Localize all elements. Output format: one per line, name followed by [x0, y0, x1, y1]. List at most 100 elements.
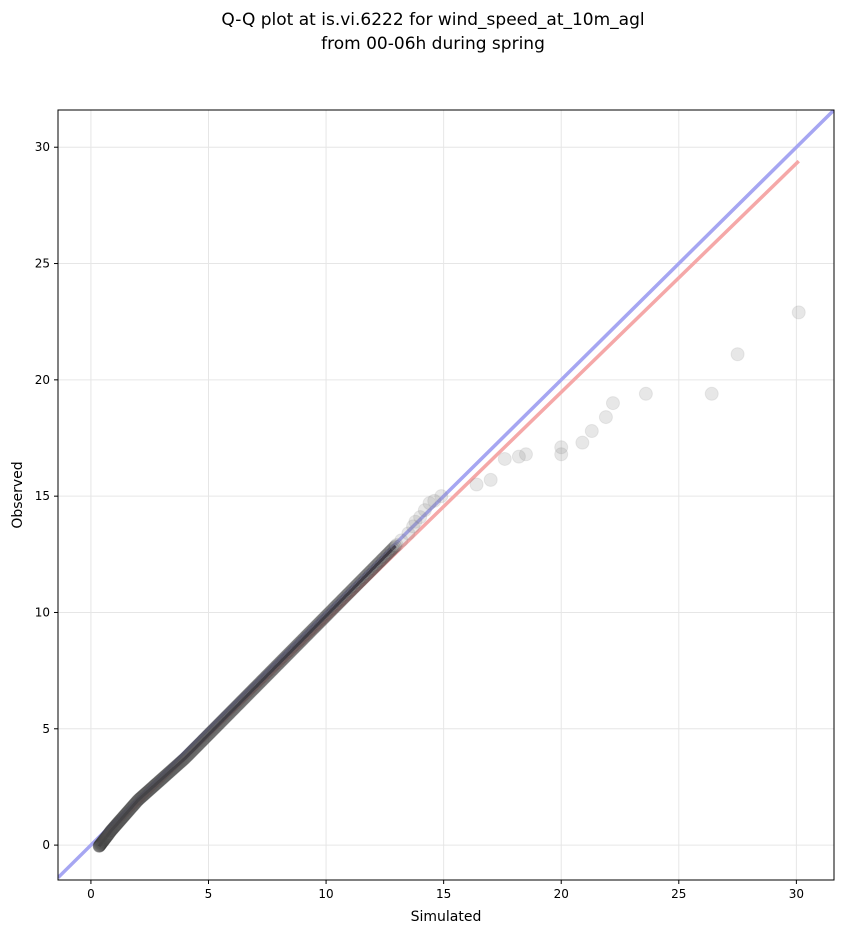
qq-point: [142, 783, 156, 797]
qq-point: [427, 493, 442, 508]
qq-point: [278, 651, 292, 665]
qq-point: [192, 737, 206, 751]
qq-point: [179, 750, 193, 764]
qq-point: [280, 648, 294, 662]
qq-point: [244, 685, 258, 699]
qq-point: [413, 510, 428, 525]
qq-point: [575, 435, 590, 450]
qq-point: [255, 673, 269, 687]
qq-point: [209, 720, 223, 734]
qq-point: [309, 619, 323, 633]
qq-point: [107, 820, 121, 834]
qq-point: [130, 795, 144, 809]
qq-point: [92, 839, 106, 853]
qq-point: [362, 566, 376, 580]
qq-point: [193, 736, 207, 750]
qq-point: [100, 829, 114, 843]
qq-point: [93, 838, 107, 852]
qq-point: [112, 815, 126, 829]
qq-point: [295, 633, 309, 647]
qq-point: [584, 424, 599, 439]
qq-point: [329, 599, 343, 613]
qq-point: [297, 632, 311, 646]
qq-point: [157, 770, 171, 784]
qq-point: [311, 617, 325, 631]
qq-point: [511, 449, 526, 464]
qq-point: [102, 827, 116, 841]
qq-point: [118, 808, 132, 822]
qq-point: [224, 705, 238, 719]
qq-point: [223, 706, 237, 720]
qq-point: [95, 836, 109, 850]
qq-point: [202, 727, 216, 741]
qq-point: [249, 680, 263, 694]
qq-point: [154, 773, 168, 787]
qq-point: [231, 698, 245, 712]
qq-point: [326, 602, 340, 616]
qq-point: [117, 809, 131, 823]
qq-point: [119, 807, 133, 821]
qq-point: [143, 783, 157, 797]
qq-point: [262, 666, 276, 680]
qq-point: [93, 839, 107, 853]
qq-point: [239, 690, 253, 704]
x-tick-label: 10: [318, 887, 333, 901]
qq-point: [347, 581, 361, 595]
qq-point: [518, 447, 533, 462]
qq-point: [204, 725, 218, 739]
qq-point: [186, 743, 200, 757]
qq-point: [101, 828, 115, 842]
qq-point: [170, 759, 184, 773]
x-tick-label: 20: [554, 887, 569, 901]
qq-point: [276, 652, 290, 666]
qq-point: [171, 758, 185, 772]
x-tick-label: 0: [87, 887, 95, 901]
qq-point: [483, 472, 498, 487]
chart-title-line-1: Q-Q plot at is.vi.6222 for wind_speed_at…: [221, 10, 644, 30]
qq-point: [176, 753, 190, 767]
qq-point: [261, 667, 275, 681]
one-to-one-line: [58, 110, 834, 879]
qq-point: [344, 584, 358, 598]
qq-point: [598, 410, 613, 425]
qq-point: [386, 542, 400, 556]
qq-point: [184, 745, 198, 759]
qq-point: [434, 489, 449, 504]
qq-point: [124, 801, 138, 815]
qq-point: [366, 562, 380, 576]
qq-point: [114, 813, 128, 827]
qq-point: [222, 707, 236, 721]
qq-point: [111, 816, 125, 830]
qq-point: [149, 777, 163, 791]
qq-point: [554, 440, 569, 455]
qq-point: [383, 544, 397, 558]
qq-point: [324, 604, 338, 618]
qq-point: [110, 817, 124, 831]
qq-point: [287, 641, 301, 655]
y-tick-label: 5: [42, 722, 50, 736]
qq-point: [155, 772, 169, 786]
qq-point: [387, 540, 401, 554]
qq-point: [215, 714, 229, 728]
qq-point: [365, 563, 379, 577]
qq-point: [108, 820, 122, 834]
qq-point: [284, 645, 298, 659]
qq-point: [345, 582, 359, 596]
qq-point: [144, 782, 158, 796]
qq-point: [156, 771, 170, 785]
qq-point: [158, 769, 172, 783]
y-tick-label: 10: [35, 605, 50, 619]
qq-point: [108, 819, 122, 833]
qq-point: [175, 754, 189, 768]
qq-point: [251, 678, 265, 692]
qq-point: [328, 600, 342, 614]
qq-point: [116, 810, 130, 824]
x-tick-label: 30: [789, 887, 804, 901]
qq-point: [394, 533, 409, 548]
qq-point: [353, 575, 367, 589]
y-tick-label: 0: [42, 838, 50, 852]
qq-point: [133, 791, 147, 805]
qq-point: [349, 579, 363, 593]
qq-point: [98, 831, 112, 845]
qq-point: [265, 664, 279, 678]
